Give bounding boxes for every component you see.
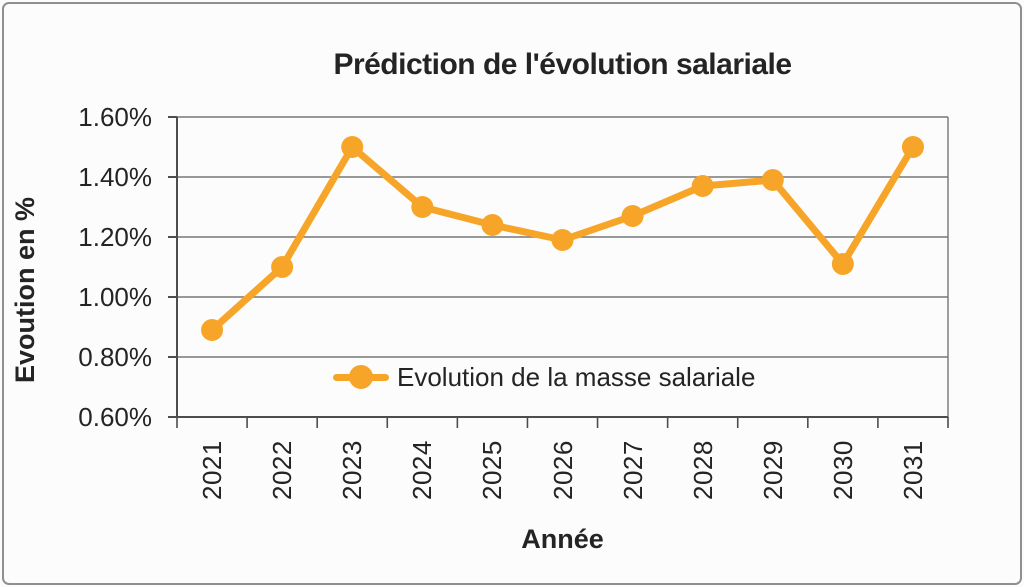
x-tick-label: 2027: [618, 440, 648, 500]
data-point-2027: [621, 205, 644, 227]
data-point-2026: [551, 229, 574, 251]
x-tick-label: 2026: [548, 440, 578, 500]
y-tick-label: 0.80%: [78, 342, 152, 372]
legend: Evolution de la masse salariale: [333, 357, 755, 397]
x-tick-label: 2023: [337, 440, 367, 500]
data-point-2031: [901, 136, 924, 158]
legend-label: Evolution de la masse salariale: [397, 361, 756, 392]
data-point-2028: [691, 175, 714, 197]
x-tick-label: 2029: [758, 440, 788, 500]
y-tick-label: 1.60%: [78, 102, 152, 132]
x-tick-label: 2025: [477, 440, 507, 500]
y-tick-label: 1.20%: [78, 222, 152, 252]
legend-dot-icon: [349, 365, 373, 389]
x-tick-label: 2030: [828, 440, 858, 500]
data-point-2021: [201, 319, 224, 341]
data-point-2030: [831, 253, 854, 275]
chart-title: Prédiction de l'évolution salariale: [333, 48, 792, 81]
data-point-2024: [411, 196, 434, 218]
x-tick-label: 2021: [197, 440, 227, 500]
x-tick-label: 2028: [688, 440, 718, 500]
y-tick-label: 1.40%: [78, 162, 152, 192]
data-point-2022: [271, 256, 294, 278]
x-tick-label: 2022: [267, 440, 297, 500]
data-point-2025: [481, 214, 504, 236]
x-tick-label: 2031: [898, 440, 928, 500]
y-tick-label: 1.00%: [78, 282, 152, 312]
y-tick-label: 0.60%: [78, 402, 152, 432]
legend-marker-icon: [333, 364, 389, 390]
x-axis-title: Année: [521, 524, 604, 554]
x-tick-label: 2024: [407, 440, 437, 500]
data-point-2023: [341, 136, 364, 158]
data-point-2029: [761, 169, 784, 191]
